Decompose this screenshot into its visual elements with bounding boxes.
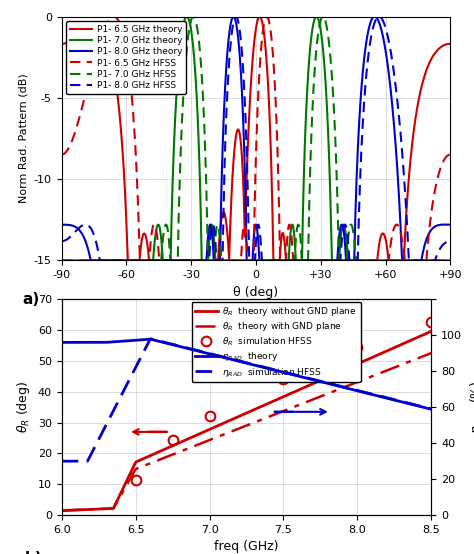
Text: a): a) [23,293,40,307]
Y-axis label: Norm Rad. Pattern (dB): Norm Rad. Pattern (dB) [18,74,28,203]
Y-axis label: $\theta_R$ (deg): $\theta_R$ (deg) [15,381,32,433]
X-axis label: freq (GHz): freq (GHz) [214,541,279,553]
Text: b): b) [25,551,42,554]
Legend: P1- 6.5 GHz theory, P1- 7.0 GHz theory, P1- 8.0 GHz theory, P1- 6.5 GHz HFSS, P1: P1- 6.5 GHz theory, P1- 7.0 GHz theory, … [66,21,186,94]
Legend: $\theta_R$  theory without GND plane, $\theta_R$  theory with GND plane, $\theta: $\theta_R$ theory without GND plane, $\t… [191,301,361,382]
Y-axis label: $\eta_{RAD}$ (%): $\eta_{RAD}$ (%) [468,381,474,434]
X-axis label: θ (deg): θ (deg) [233,286,279,299]
